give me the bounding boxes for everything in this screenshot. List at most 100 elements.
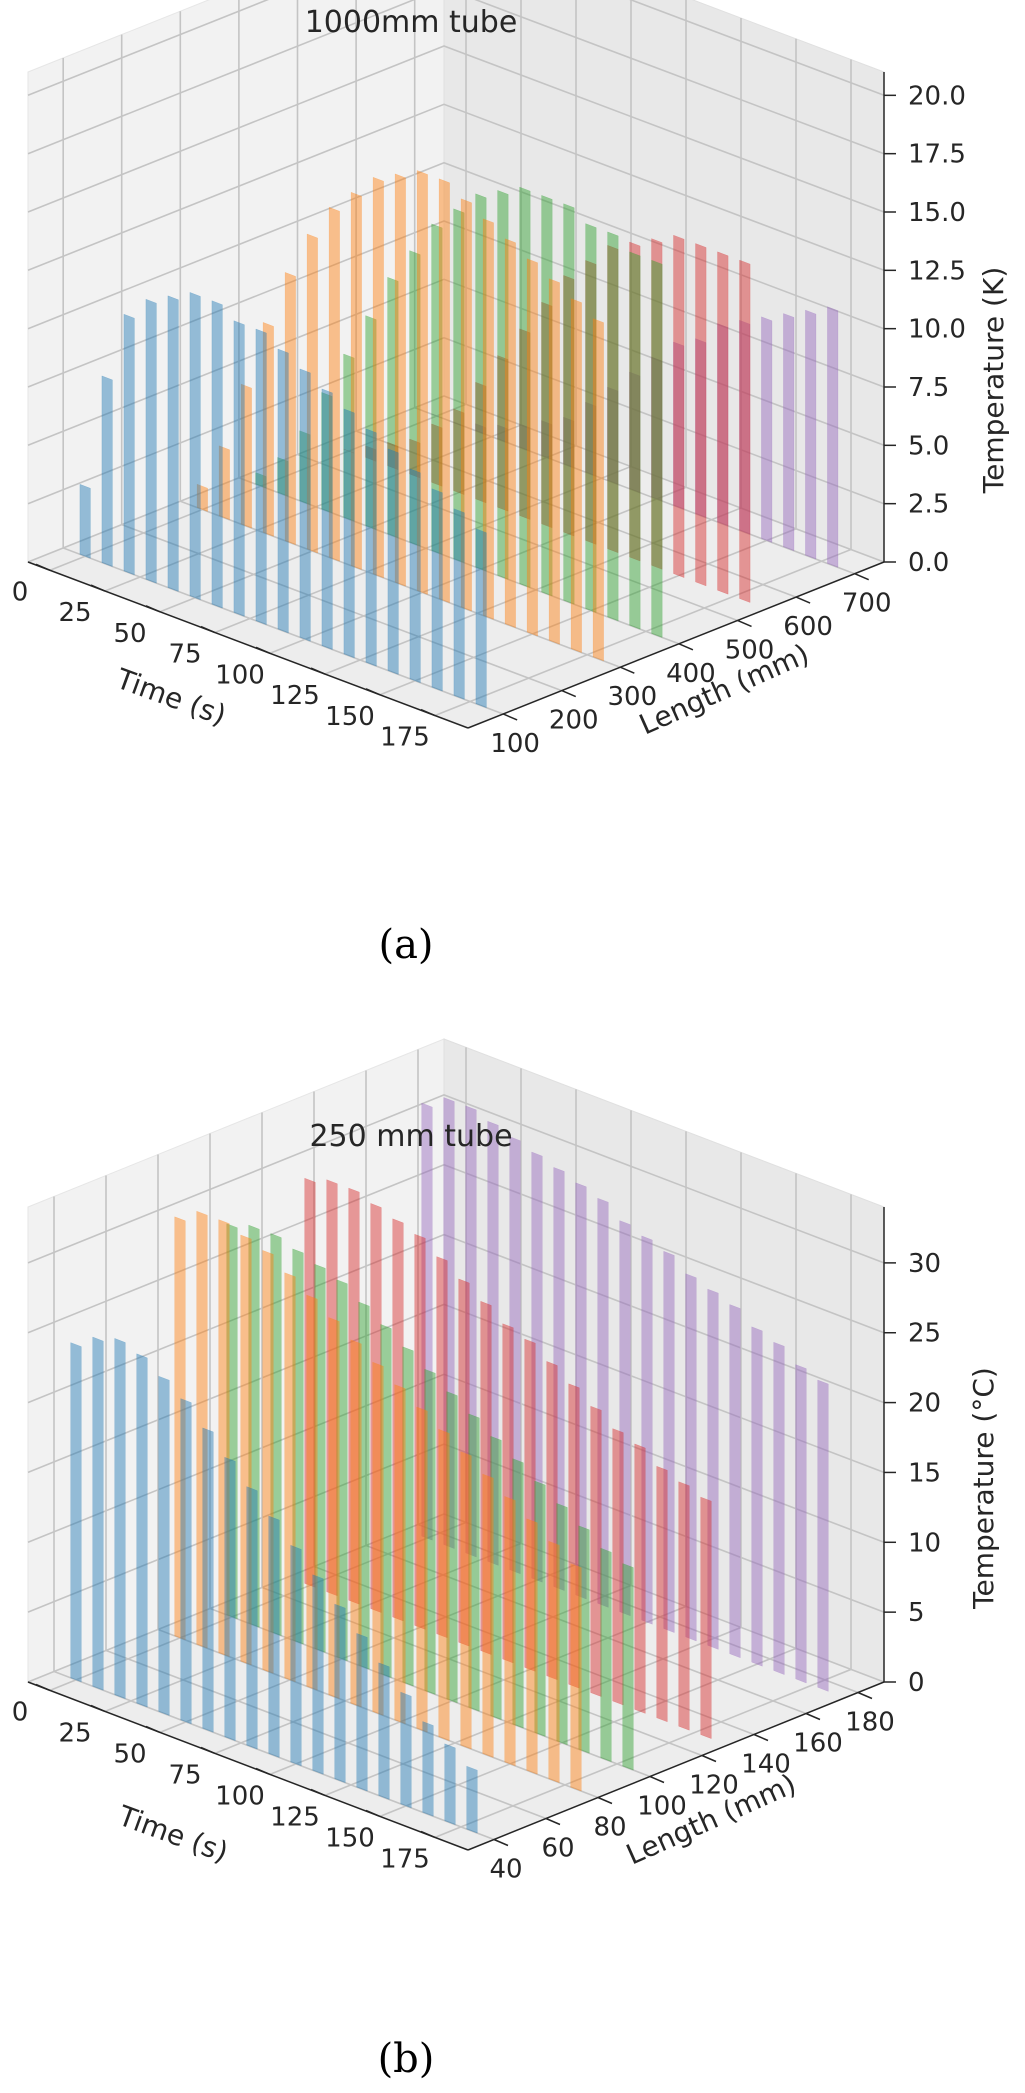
chart-bar <box>651 259 663 638</box>
chart-bar <box>92 1336 104 1691</box>
chart-bar <box>453 208 465 564</box>
chart-y-tick-label: 300 <box>608 682 658 712</box>
chart-y-tick <box>545 1817 561 1826</box>
chart-bar <box>400 1691 412 1809</box>
chart-gridline <box>27 1303 885 1474</box>
chart-b-zlabel: Temperature (°C) <box>967 1367 1000 1610</box>
chart-bar <box>306 1294 318 1691</box>
chart-bar <box>504 238 516 629</box>
chart-y-tick-label: 100 <box>637 1792 687 1822</box>
chart-bar <box>394 1384 406 1725</box>
chart-bar <box>673 234 685 578</box>
chart-bar <box>394 173 406 587</box>
caption-b: (b) <box>378 2036 435 2082</box>
chart-bar <box>446 1391 458 1704</box>
chart-bar <box>233 320 245 617</box>
chart-bar <box>563 416 575 469</box>
chart-x-tick-label: 25 <box>58 598 91 628</box>
chart-bar <box>460 1451 472 1750</box>
chart-bar <box>453 408 465 495</box>
chart-bar <box>482 218 494 620</box>
chart-bar <box>378 1662 390 1800</box>
chart-bar <box>114 1338 126 1700</box>
chart-bar <box>585 401 597 477</box>
chart-bar <box>453 422 465 427</box>
chart-x-tick <box>310 1788 326 1797</box>
chart-bar <box>262 1250 274 1674</box>
chart-bar <box>795 1364 807 1684</box>
chart-gridline <box>27 103 885 272</box>
chart-bar <box>524 1338 536 1672</box>
chart-bar <box>651 238 663 570</box>
chart-bar <box>268 1515 280 1758</box>
chart-y-tick <box>753 1733 769 1742</box>
chart-y-tick-label: 40 <box>489 1855 522 1885</box>
chart-z-tick-label: 17.5 <box>908 140 966 170</box>
chart-gridline <box>27 220 885 388</box>
chart-bar <box>717 251 729 595</box>
chart-bar <box>717 323 729 527</box>
chart-x-tick-label: 175 <box>380 1844 430 1874</box>
chart-bar <box>304 1177 316 1588</box>
chart-bar <box>504 1496 516 1767</box>
chart-bar <box>284 272 296 546</box>
chart-bar <box>409 250 421 547</box>
chart-bar <box>629 241 641 562</box>
chart-bar <box>541 420 553 460</box>
chart-bar <box>343 353 355 522</box>
chart-bar <box>336 1279 348 1662</box>
chart-y-tick <box>649 1775 665 1784</box>
chart-bar <box>372 1361 384 1716</box>
chart-y-tick <box>854 573 869 581</box>
chart-gridline <box>27 1443 885 1613</box>
chart-x-tick-label: 100 <box>215 660 265 690</box>
chart-bar <box>553 1167 565 1591</box>
chart-y-tick-label: 100 <box>490 729 540 759</box>
chart-y-tick <box>805 1712 821 1721</box>
chart-bar <box>531 1151 543 1583</box>
chart-z-tick-label: 15 <box>908 1458 941 1488</box>
chart-z-tick-label: 20 <box>908 1389 941 1419</box>
chart-bar <box>202 1427 214 1733</box>
chart-x-tick <box>365 1809 381 1818</box>
chart-bar <box>240 383 252 529</box>
chart-bar <box>526 258 538 637</box>
chart-bar <box>592 318 604 662</box>
chart-gridline <box>27 161 885 330</box>
chart-bar <box>622 1563 634 1771</box>
chart-bar <box>422 1721 434 1817</box>
chart-bar <box>421 1102 433 1541</box>
chart-bar <box>167 295 179 592</box>
chart-gridline <box>27 1163 885 1334</box>
chart-x-tick-label: 0 <box>12 1697 29 1727</box>
chart-x-tick-label: 0 <box>12 577 29 607</box>
chart-x-tick <box>420 1830 436 1839</box>
chart-x-tick-label: 25 <box>58 1718 91 1748</box>
chart-bar <box>358 1301 370 1670</box>
chart-bar <box>678 1481 690 1731</box>
chart-z-tick-label: 0 <box>908 1668 925 1698</box>
chart-z-tick-label: 7.5 <box>908 373 949 403</box>
chart-y-tick-label: 80 <box>593 1813 626 1843</box>
chart-bar <box>321 392 333 514</box>
chart-a-zlabel: Temperature (K) <box>977 267 1010 494</box>
chart-x-tick <box>145 1725 161 1734</box>
chart-gridline <box>27 1513 885 1683</box>
chart-bar <box>196 483 208 512</box>
chart-bar <box>475 528 487 709</box>
chart-bar <box>402 1346 414 1687</box>
chart-x-tick-label: 175 <box>380 723 430 753</box>
chart-bar <box>387 276 399 539</box>
chart-bar <box>444 1743 456 1826</box>
chart-bar <box>475 423 487 435</box>
chart-bar <box>619 1220 631 1617</box>
chart-bar <box>438 1428 450 1742</box>
chart-y-tick-label: 600 <box>783 612 833 642</box>
chart-bar <box>284 1272 296 1683</box>
chart-bar <box>548 1540 560 1784</box>
chart-bar <box>255 328 267 626</box>
chart-bar <box>805 309 817 560</box>
chart-bar <box>436 1256 448 1639</box>
